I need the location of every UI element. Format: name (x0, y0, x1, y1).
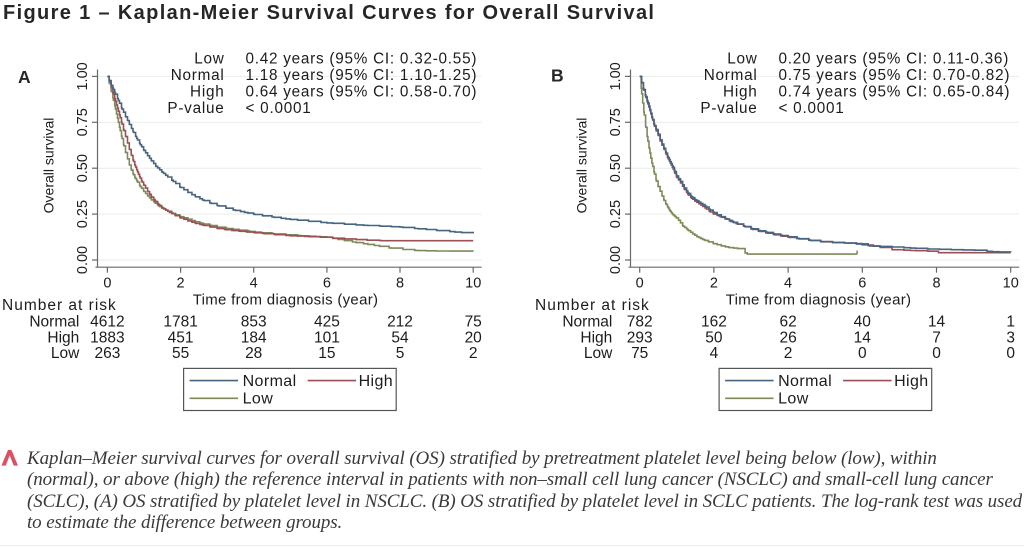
svg-text:14: 14 (854, 329, 872, 346)
svg-text:0.20 years (95% CI: 0.11-0.36): 0.20 years (95% CI: 0.11-0.36) (779, 50, 1010, 67)
svg-text:263: 263 (94, 345, 120, 362)
svg-text:B: B (551, 66, 564, 86)
svg-text:0.25: 0.25 (75, 200, 91, 228)
svg-text:1.00: 1.00 (608, 62, 624, 90)
svg-text:3: 3 (1006, 329, 1015, 346)
svg-text:0.50: 0.50 (75, 154, 91, 182)
svg-text:0: 0 (103, 276, 111, 292)
svg-text:8: 8 (396, 276, 404, 292)
svg-text:6: 6 (323, 276, 331, 292)
svg-text:0.64 years (95% CI: 0.58-0.70): 0.64 years (95% CI: 0.58-0.70) (246, 84, 478, 101)
svg-text:162: 162 (701, 314, 727, 331)
svg-text:55: 55 (172, 345, 189, 362)
svg-text:< 0.0001: < 0.0001 (246, 100, 312, 117)
svg-text:62: 62 (779, 314, 796, 331)
svg-text:4: 4 (710, 345, 719, 362)
svg-text:212: 212 (387, 314, 413, 331)
svg-text:0.25: 0.25 (608, 200, 624, 228)
svg-text:Overall survival: Overall survival (574, 118, 590, 214)
svg-text:Low: Low (194, 50, 225, 67)
svg-text:4: 4 (784, 276, 792, 292)
svg-text:0.75: 0.75 (608, 108, 624, 136)
svg-text:Low: Low (584, 345, 613, 362)
svg-text:Time from diagnosis (year): Time from diagnosis (year) (726, 292, 912, 309)
svg-text:15: 15 (318, 345, 335, 362)
svg-text:184: 184 (241, 329, 267, 346)
svg-text:7: 7 (932, 329, 941, 346)
svg-text:Normal: Normal (562, 314, 612, 331)
svg-text:High: High (47, 329, 79, 346)
svg-text:Low: Low (778, 391, 809, 408)
svg-text:0: 0 (1006, 345, 1015, 362)
svg-text:0.75: 0.75 (75, 108, 91, 136)
svg-text:Normal: Normal (243, 373, 297, 390)
svg-text:0: 0 (932, 345, 941, 362)
svg-text:0.74 years (95% CI: 0.65-0.84): 0.74 years (95% CI: 0.65-0.84) (779, 84, 1011, 101)
svg-text:782: 782 (627, 314, 653, 331)
svg-text:0.00: 0.00 (75, 246, 91, 274)
svg-text:1883: 1883 (90, 329, 124, 346)
svg-text:14: 14 (928, 314, 946, 331)
svg-text:Normal: Normal (29, 314, 79, 331)
svg-text:4: 4 (250, 276, 258, 292)
svg-text:101: 101 (314, 329, 340, 346)
svg-text:2: 2 (469, 345, 478, 362)
svg-text:425: 425 (314, 314, 340, 331)
svg-text:75: 75 (631, 345, 648, 362)
svg-text:0: 0 (636, 276, 644, 292)
svg-text:2: 2 (710, 276, 718, 292)
svg-text:20: 20 (465, 329, 483, 346)
svg-text:Normal: Normal (704, 67, 758, 84)
svg-text:A: A (18, 67, 31, 87)
svg-text:Normal: Normal (171, 67, 225, 84)
svg-text:Number at risk: Number at risk (535, 297, 650, 314)
svg-text:26: 26 (779, 329, 796, 346)
svg-text:40: 40 (854, 314, 872, 331)
svg-text:0: 0 (858, 345, 867, 362)
svg-text:0.00: 0.00 (608, 246, 624, 274)
svg-text:293: 293 (627, 329, 653, 346)
svg-text:75: 75 (465, 314, 482, 331)
svg-text:Low: Low (51, 345, 80, 362)
svg-text:P-value: P-value (167, 100, 224, 117)
svg-text:P-value: P-value (700, 100, 757, 117)
svg-text:1781: 1781 (163, 314, 197, 331)
svg-text:0.42 years (95% CI: 0.32-0.55): 0.42 years (95% CI: 0.32-0.55) (246, 50, 478, 67)
svg-text:Low: Low (727, 50, 758, 67)
svg-text:1.18 years (95% CI: 1.10-1.25): 1.18 years (95% CI: 1.10-1.25) (246, 67, 478, 84)
svg-text:853: 853 (241, 314, 267, 331)
svg-text:High: High (359, 373, 394, 390)
svg-text:Low: Low (243, 391, 274, 408)
svg-text:High: High (580, 329, 612, 346)
svg-text:Time from diagnosis (year): Time from diagnosis (year) (193, 292, 379, 309)
svg-text:4612: 4612 (90, 314, 124, 331)
svg-text:1: 1 (1006, 314, 1015, 331)
svg-text:0.75 years (95% CI: 0.70-0.82): 0.75 years (95% CI: 0.70-0.82) (779, 67, 1011, 84)
svg-text:2: 2 (784, 345, 793, 362)
svg-text:Number at risk: Number at risk (2, 297, 117, 314)
svg-text:High: High (894, 373, 929, 390)
svg-text:0.50: 0.50 (608, 154, 624, 182)
svg-text:28: 28 (245, 345, 262, 362)
svg-text:High: High (190, 84, 224, 101)
svg-text:Overall survival: Overall survival (41, 118, 57, 214)
svg-text:1.00: 1.00 (75, 62, 91, 90)
svg-text:10: 10 (1003, 276, 1019, 292)
svg-text:High: High (723, 84, 757, 101)
svg-text:50: 50 (705, 329, 723, 346)
svg-text:< 0.0001: < 0.0001 (779, 100, 845, 117)
svg-text:Normal: Normal (778, 373, 832, 390)
svg-text:8: 8 (932, 276, 940, 292)
svg-text:451: 451 (168, 329, 194, 346)
svg-text:6: 6 (858, 276, 866, 292)
svg-text:10: 10 (465, 276, 481, 292)
svg-text:2: 2 (177, 276, 185, 292)
svg-text:5: 5 (396, 345, 405, 362)
svg-text:54: 54 (391, 329, 409, 346)
